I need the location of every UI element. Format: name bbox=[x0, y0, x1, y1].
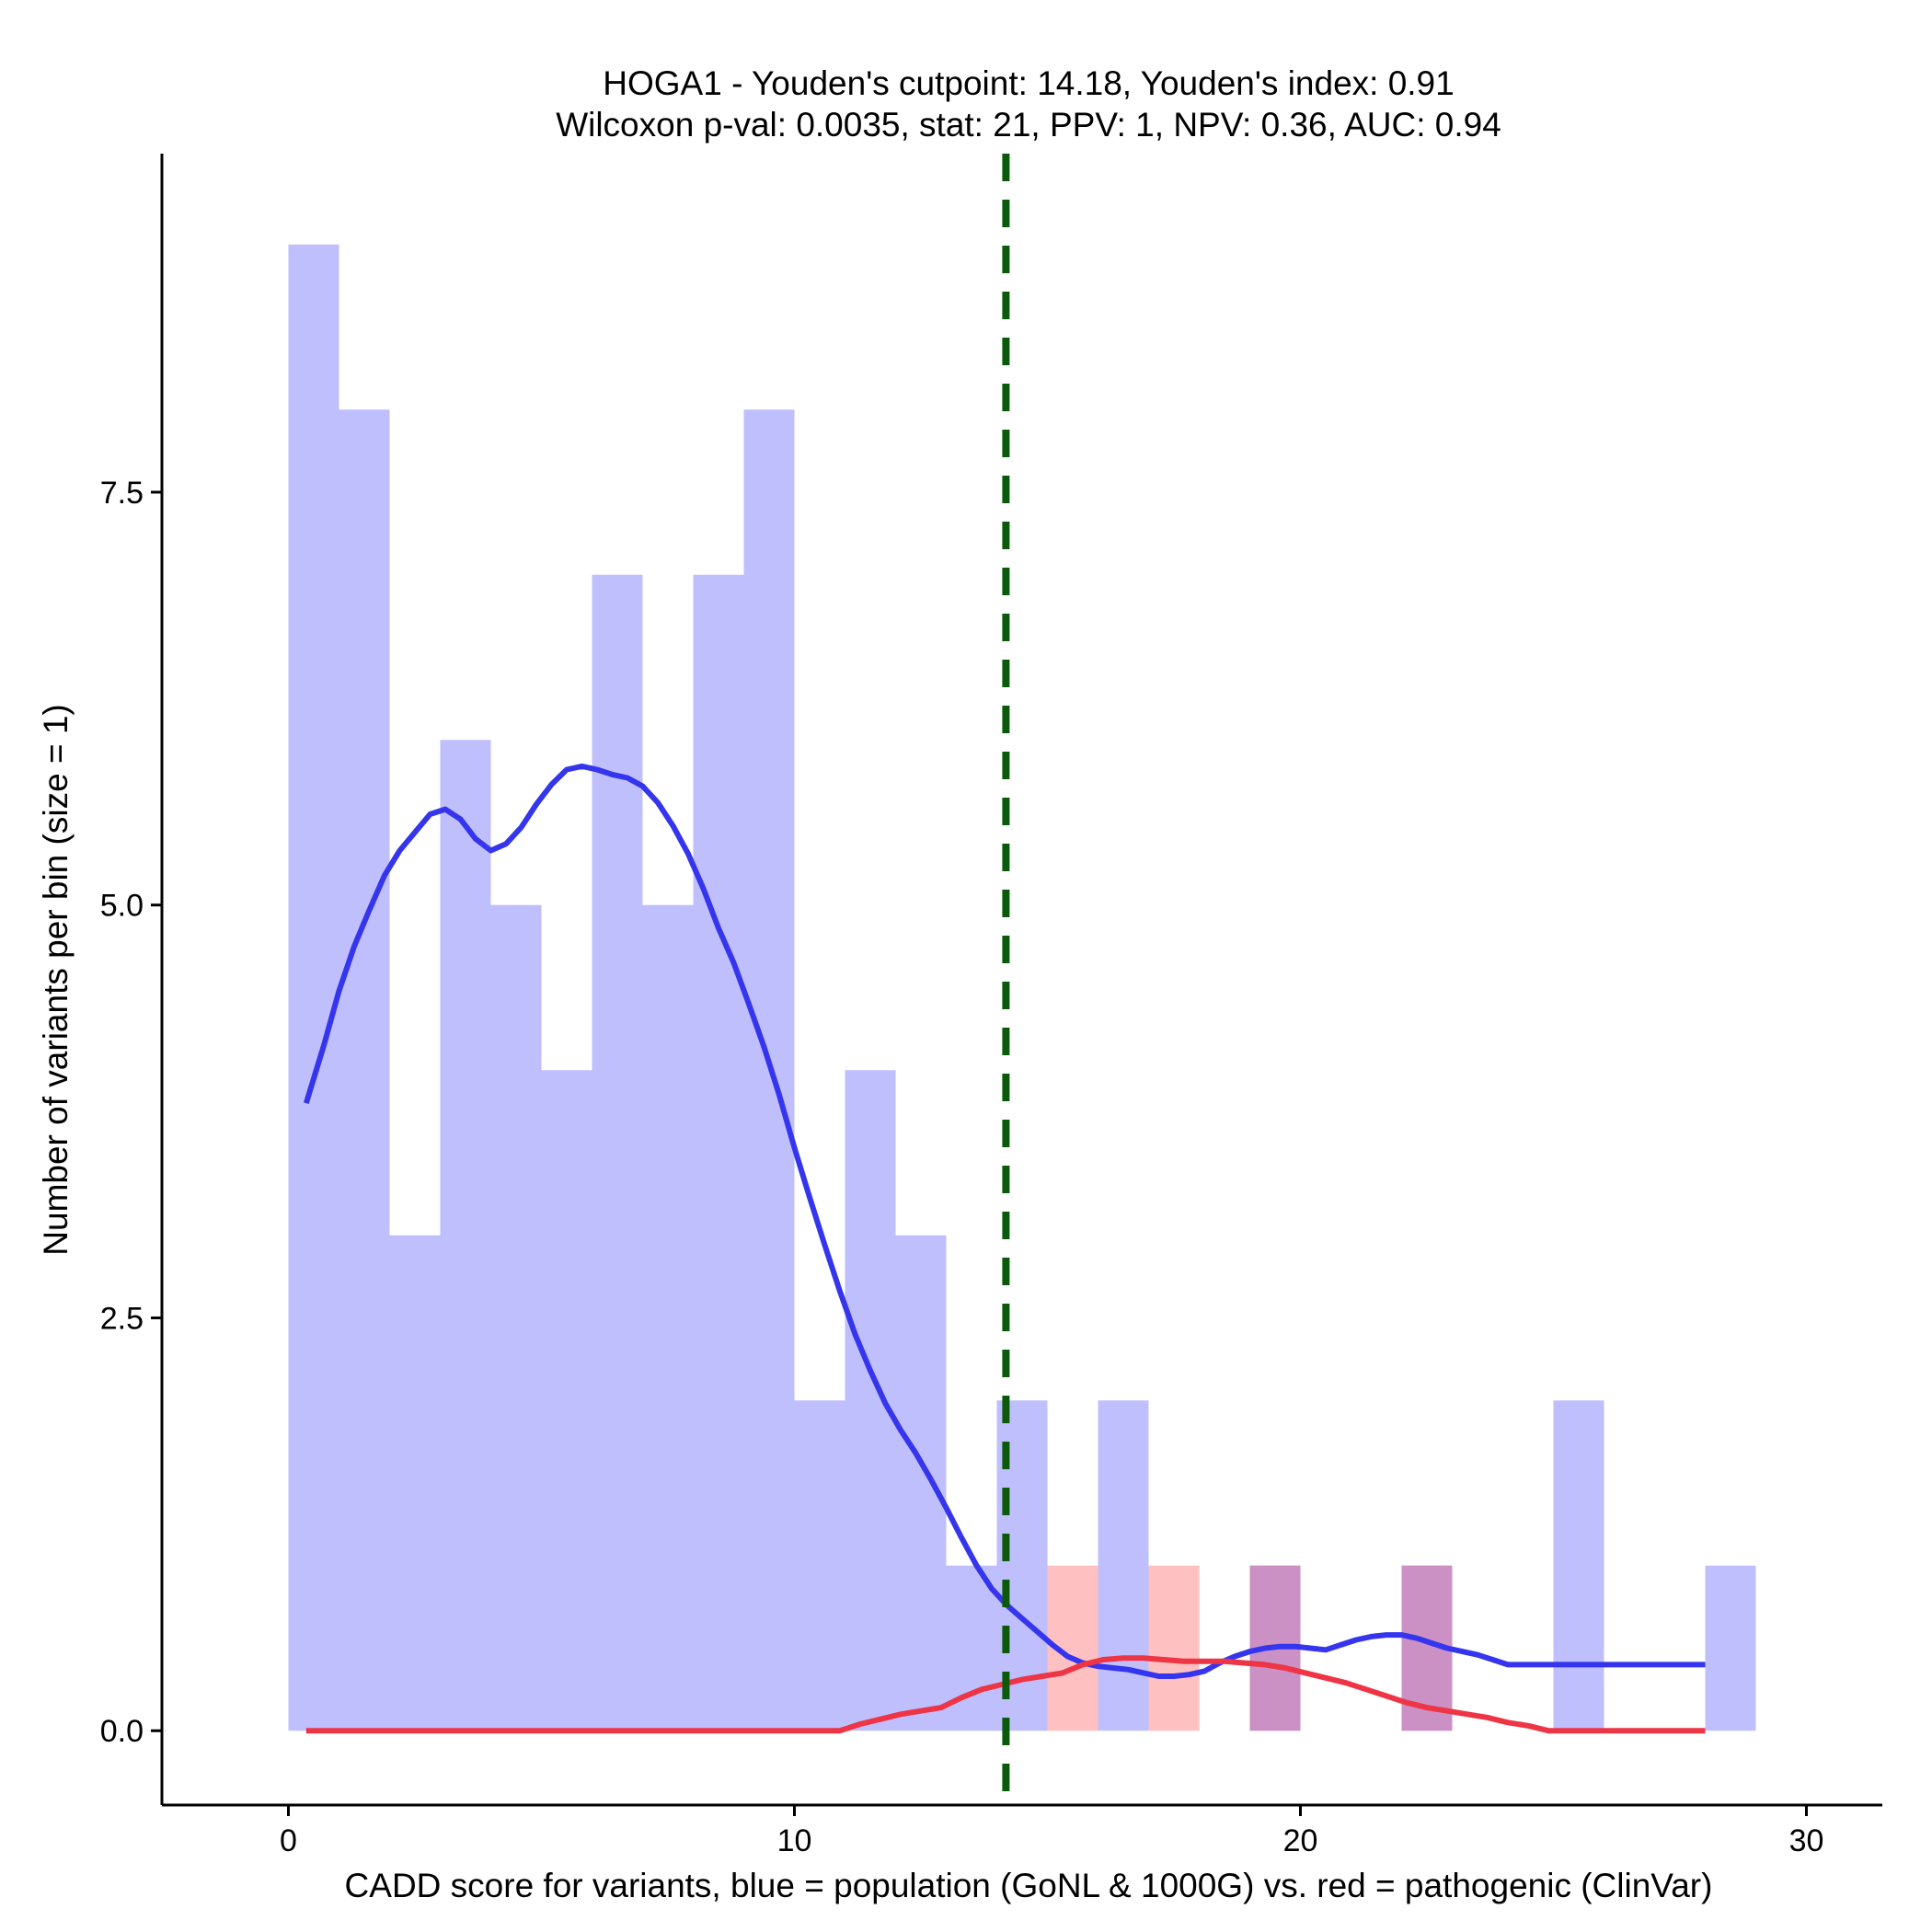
x-tick-label: 20 bbox=[1283, 1823, 1318, 1858]
population-bar bbox=[440, 740, 491, 1731]
x-axis-ticks: 0 10 20 30 bbox=[280, 1805, 1823, 1858]
chart-title-line2: Wilcoxon p-val: 0.0035, stat: 21, PPV: 1… bbox=[556, 106, 1501, 144]
population-bar bbox=[845, 1070, 896, 1731]
pathogenic-density-line bbox=[305, 1655, 1706, 1734]
population-bar bbox=[1098, 1400, 1149, 1731]
y-tick-label: 2.5 bbox=[100, 1301, 144, 1336]
x-axis-label: CADD score for variants, blue = populati… bbox=[345, 1867, 1713, 1904]
y-tick-label: 0.0 bbox=[100, 1714, 144, 1749]
population-bar bbox=[288, 244, 339, 1731]
y-axis-ticks: 0.0 2.5 5.0 7.5 bbox=[100, 476, 162, 1749]
y-axis-label: Number of variants per bin (size = 1) bbox=[37, 704, 75, 1255]
population-bar bbox=[1705, 1565, 1756, 1731]
y-tick-label: 7.5 bbox=[100, 476, 144, 511]
x-tick-label: 30 bbox=[1789, 1823, 1824, 1858]
population-bar bbox=[592, 574, 643, 1731]
population-bar bbox=[946, 1565, 997, 1731]
population-bar bbox=[541, 1070, 592, 1731]
population-bars bbox=[288, 244, 1756, 1731]
population-bar bbox=[693, 574, 744, 1731]
population-bar bbox=[895, 1235, 947, 1731]
population-bar bbox=[490, 904, 542, 1731]
population-bar bbox=[339, 409, 390, 1731]
pathogenic-bar bbox=[1148, 1565, 1200, 1731]
y-tick-label: 5.0 bbox=[100, 889, 144, 924]
population-bar bbox=[1553, 1400, 1604, 1731]
x-tick-label: 0 bbox=[280, 1823, 297, 1858]
population-bar bbox=[389, 1235, 441, 1731]
population-bar bbox=[794, 1400, 845, 1731]
chart-title-line1: HOGA1 - Youden's cutpoint: 14.18, Youden… bbox=[603, 64, 1454, 102]
population-bar bbox=[642, 904, 694, 1731]
x-tick-label: 10 bbox=[777, 1823, 812, 1858]
